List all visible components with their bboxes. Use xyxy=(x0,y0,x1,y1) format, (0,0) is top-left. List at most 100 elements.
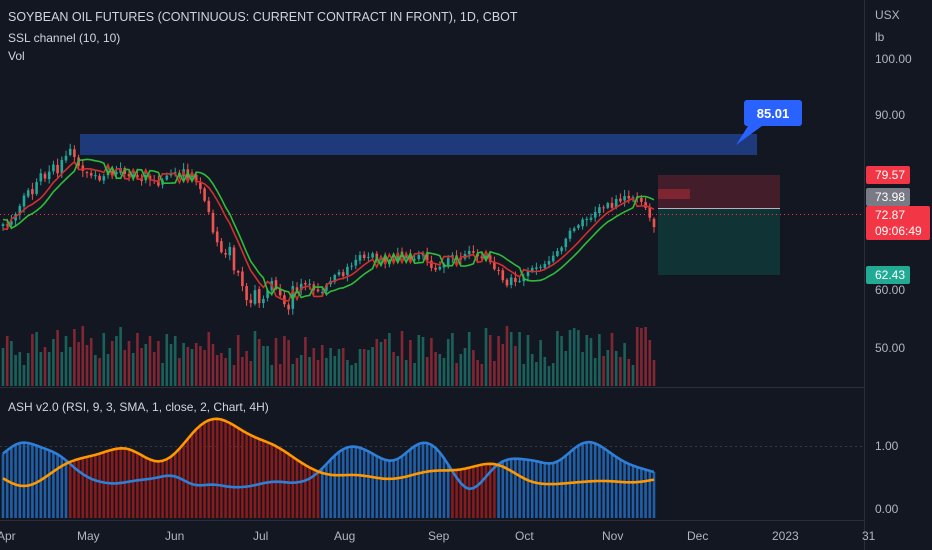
stop-loss-zone[interactable] xyxy=(658,175,780,209)
volume-bar xyxy=(203,350,206,386)
ssl-channel-lines xyxy=(2,158,655,303)
ash-histogram-bar xyxy=(484,464,488,518)
mid-price-badge xyxy=(866,188,910,206)
ash-histogram-bar xyxy=(295,459,299,518)
candle-body xyxy=(157,180,160,186)
volume-bars xyxy=(1,326,656,386)
ssl-indicator-legend[interactable]: SSL channel (10, 10) xyxy=(8,31,121,45)
candle-body xyxy=(434,267,437,270)
volume-bar xyxy=(106,354,110,386)
candle-body xyxy=(316,289,320,292)
callout-box[interactable] xyxy=(744,100,802,126)
ash-histogram-bar xyxy=(568,452,572,518)
volume-bar xyxy=(459,354,463,386)
volume-bar xyxy=(5,336,9,386)
ash-histogram-bar xyxy=(358,447,362,518)
ash-histogram-bar xyxy=(556,461,559,518)
volume-bar xyxy=(329,348,332,386)
volume-bar xyxy=(421,337,425,386)
price-tick-label: 50.00 xyxy=(875,341,905,355)
ash-histogram-bar xyxy=(228,423,232,518)
callout-pointer xyxy=(736,126,762,145)
candle-body xyxy=(211,212,215,233)
ash-histogram-bar xyxy=(253,437,257,518)
ash-histogram-bar xyxy=(316,471,320,518)
candle-body xyxy=(551,255,555,262)
volume-bar xyxy=(22,365,26,386)
candle-body xyxy=(47,171,51,180)
upper-price-text: 79.57 xyxy=(875,168,905,182)
ash-histogram-bar xyxy=(350,446,353,518)
volume-bar xyxy=(404,360,408,386)
time-label: Nov xyxy=(602,529,623,543)
candle-body xyxy=(358,255,362,261)
volume-bar xyxy=(635,327,639,386)
volume-bar xyxy=(484,328,488,386)
volume-indicator-legend[interactable]: Vol xyxy=(8,49,25,63)
volume-bar xyxy=(518,332,521,386)
ash-histogram-bar xyxy=(194,429,198,518)
volume-bar xyxy=(320,345,324,386)
volume-bar xyxy=(589,338,593,386)
ash-histogram-bar xyxy=(606,451,610,518)
volume-bar xyxy=(152,352,156,386)
volume-bar xyxy=(131,353,135,386)
volume-bar xyxy=(367,350,370,386)
volume-bar xyxy=(228,348,232,386)
volume-bar xyxy=(446,339,450,386)
ash-histogram-bar xyxy=(304,465,307,518)
resistance-zone[interactable] xyxy=(80,134,757,155)
volume-bar xyxy=(514,346,517,386)
ash-histogram-bar xyxy=(56,454,59,518)
price-tick-label: 100.00 xyxy=(875,52,912,66)
candle-body xyxy=(627,195,631,199)
volume-bar xyxy=(308,357,311,386)
ash-histogram-bar xyxy=(619,459,622,518)
ash-histogram-bar xyxy=(312,469,316,518)
ash-histogram-bar xyxy=(434,448,437,518)
ash-histogram-bar xyxy=(451,470,454,518)
ash-histogram-bar xyxy=(392,460,395,518)
volume-bar xyxy=(295,358,299,386)
volume-bar xyxy=(610,333,614,386)
ash-histogram-bar xyxy=(635,467,639,518)
candlesticks xyxy=(1,143,656,315)
ash-histogram-bar xyxy=(144,457,148,518)
candle-body xyxy=(346,266,349,275)
ash-histogram-bar xyxy=(404,452,408,518)
candle-body xyxy=(518,280,521,282)
price-callout[interactable]: 85.01 xyxy=(736,100,802,145)
volume-bar xyxy=(438,354,442,386)
volume-bar xyxy=(39,352,43,386)
volume-bar xyxy=(337,349,341,386)
candle-body xyxy=(413,259,416,261)
volume-bar xyxy=(287,340,290,386)
candle-body xyxy=(241,271,244,287)
ash-histogram-bar xyxy=(68,461,72,518)
volume-bar xyxy=(220,353,223,386)
volume-bar xyxy=(274,338,278,386)
candle-body xyxy=(652,218,656,228)
candle-body xyxy=(577,225,580,228)
candle-body xyxy=(165,175,169,180)
ash-orange-line xyxy=(2,417,655,488)
volume-bar xyxy=(169,344,173,386)
ash-histogram-bar xyxy=(278,448,282,518)
candle-body xyxy=(194,174,198,183)
volume-bar xyxy=(173,336,177,386)
candle-body xyxy=(127,174,131,177)
candle-body xyxy=(484,255,488,259)
volume-bar xyxy=(31,334,34,386)
volume-bar xyxy=(81,326,85,386)
ash-histogram-bar xyxy=(94,454,97,518)
ash-histogram-bar xyxy=(136,452,139,518)
ash-oscillator-legend[interactable]: ASH v2.0 (RSI, 9, 3, SMA, 1, close, 2, C… xyxy=(8,400,269,414)
ash-histogram-bar xyxy=(43,448,47,518)
take-profit-zone[interactable] xyxy=(658,209,780,275)
ssl-green-line xyxy=(2,158,655,302)
candle-body xyxy=(362,254,366,258)
volume-bar xyxy=(400,331,404,386)
candle-body xyxy=(131,174,135,176)
candle-body xyxy=(404,255,408,258)
